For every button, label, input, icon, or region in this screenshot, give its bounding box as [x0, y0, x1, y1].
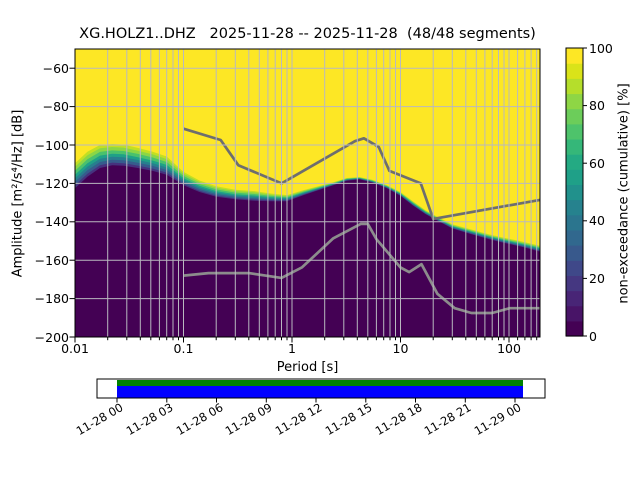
psd-band-layer [75, 165, 540, 337]
timeline-coverage-top [117, 380, 523, 386]
colorbar-step [566, 260, 583, 276]
colorbar-step [566, 199, 583, 216]
y-tick-label: −120 [34, 175, 69, 191]
colorbar-step [566, 229, 583, 246]
y-tick-label: −160 [34, 252, 69, 268]
colorbar-tick-label: 100 [589, 40, 613, 56]
x-tick-label: 0.1 [173, 341, 194, 356]
colorbar-step [566, 154, 583, 170]
colorbar-step [566, 48, 583, 64]
colorbar-step [566, 214, 583, 231]
x-tick-label: 100 [497, 341, 521, 356]
x-tick-label: 10 [392, 341, 409, 356]
colorbar-step [566, 320, 583, 337]
noise-model-line-nhnm [183, 127, 541, 221]
colorbar-step [566, 63, 583, 79]
colorbar-step [566, 184, 583, 201]
colorbar-tick-label: 60 [589, 155, 605, 171]
colorbar-step [566, 123, 583, 140]
colorbar-border [565, 47, 584, 337]
colorbar-step [566, 108, 583, 125]
colorbar-label: non-exceedance (cumulative) [%] [616, 83, 632, 304]
colorbar-step [566, 275, 583, 292]
colorbar-tick-label: 0 [589, 328, 597, 344]
y-tick-label: −60 [42, 60, 69, 76]
x-tick-label: 1 [288, 341, 296, 356]
timeline-coverage-bottom [117, 386, 523, 398]
colorbar-step [566, 290, 583, 307]
colorbar-step [566, 169, 583, 186]
x-tick-label: 0.01 [61, 341, 89, 356]
colorbar-step [566, 305, 583, 322]
colorbar-tick-label: 20 [589, 270, 605, 286]
plot-border [74, 48, 541, 338]
y-tick-label: −180 [34, 291, 69, 307]
y-tick-label: −140 [34, 214, 69, 230]
colorbar-step [566, 245, 583, 261]
colorbar-tick-label: 40 [589, 213, 605, 229]
y-tick-label: −200 [34, 329, 69, 345]
colorbar-step [566, 93, 583, 110]
colorbar-step [566, 78, 583, 95]
plot-title: XG.HOLZ1..DHZ 2025-11-28 -- 2025-11-28 (… [79, 26, 536, 42]
y-axis-label: Amplitude [m²/s⁴/Hz] [dB] [10, 109, 26, 278]
y-tick-label: −100 [34, 137, 69, 153]
colorbar-tick-label: 80 [589, 98, 605, 114]
colorbar-step [566, 138, 583, 155]
x-axis-label: Period [s] [276, 360, 339, 375]
y-tick-label: −80 [42, 99, 69, 115]
